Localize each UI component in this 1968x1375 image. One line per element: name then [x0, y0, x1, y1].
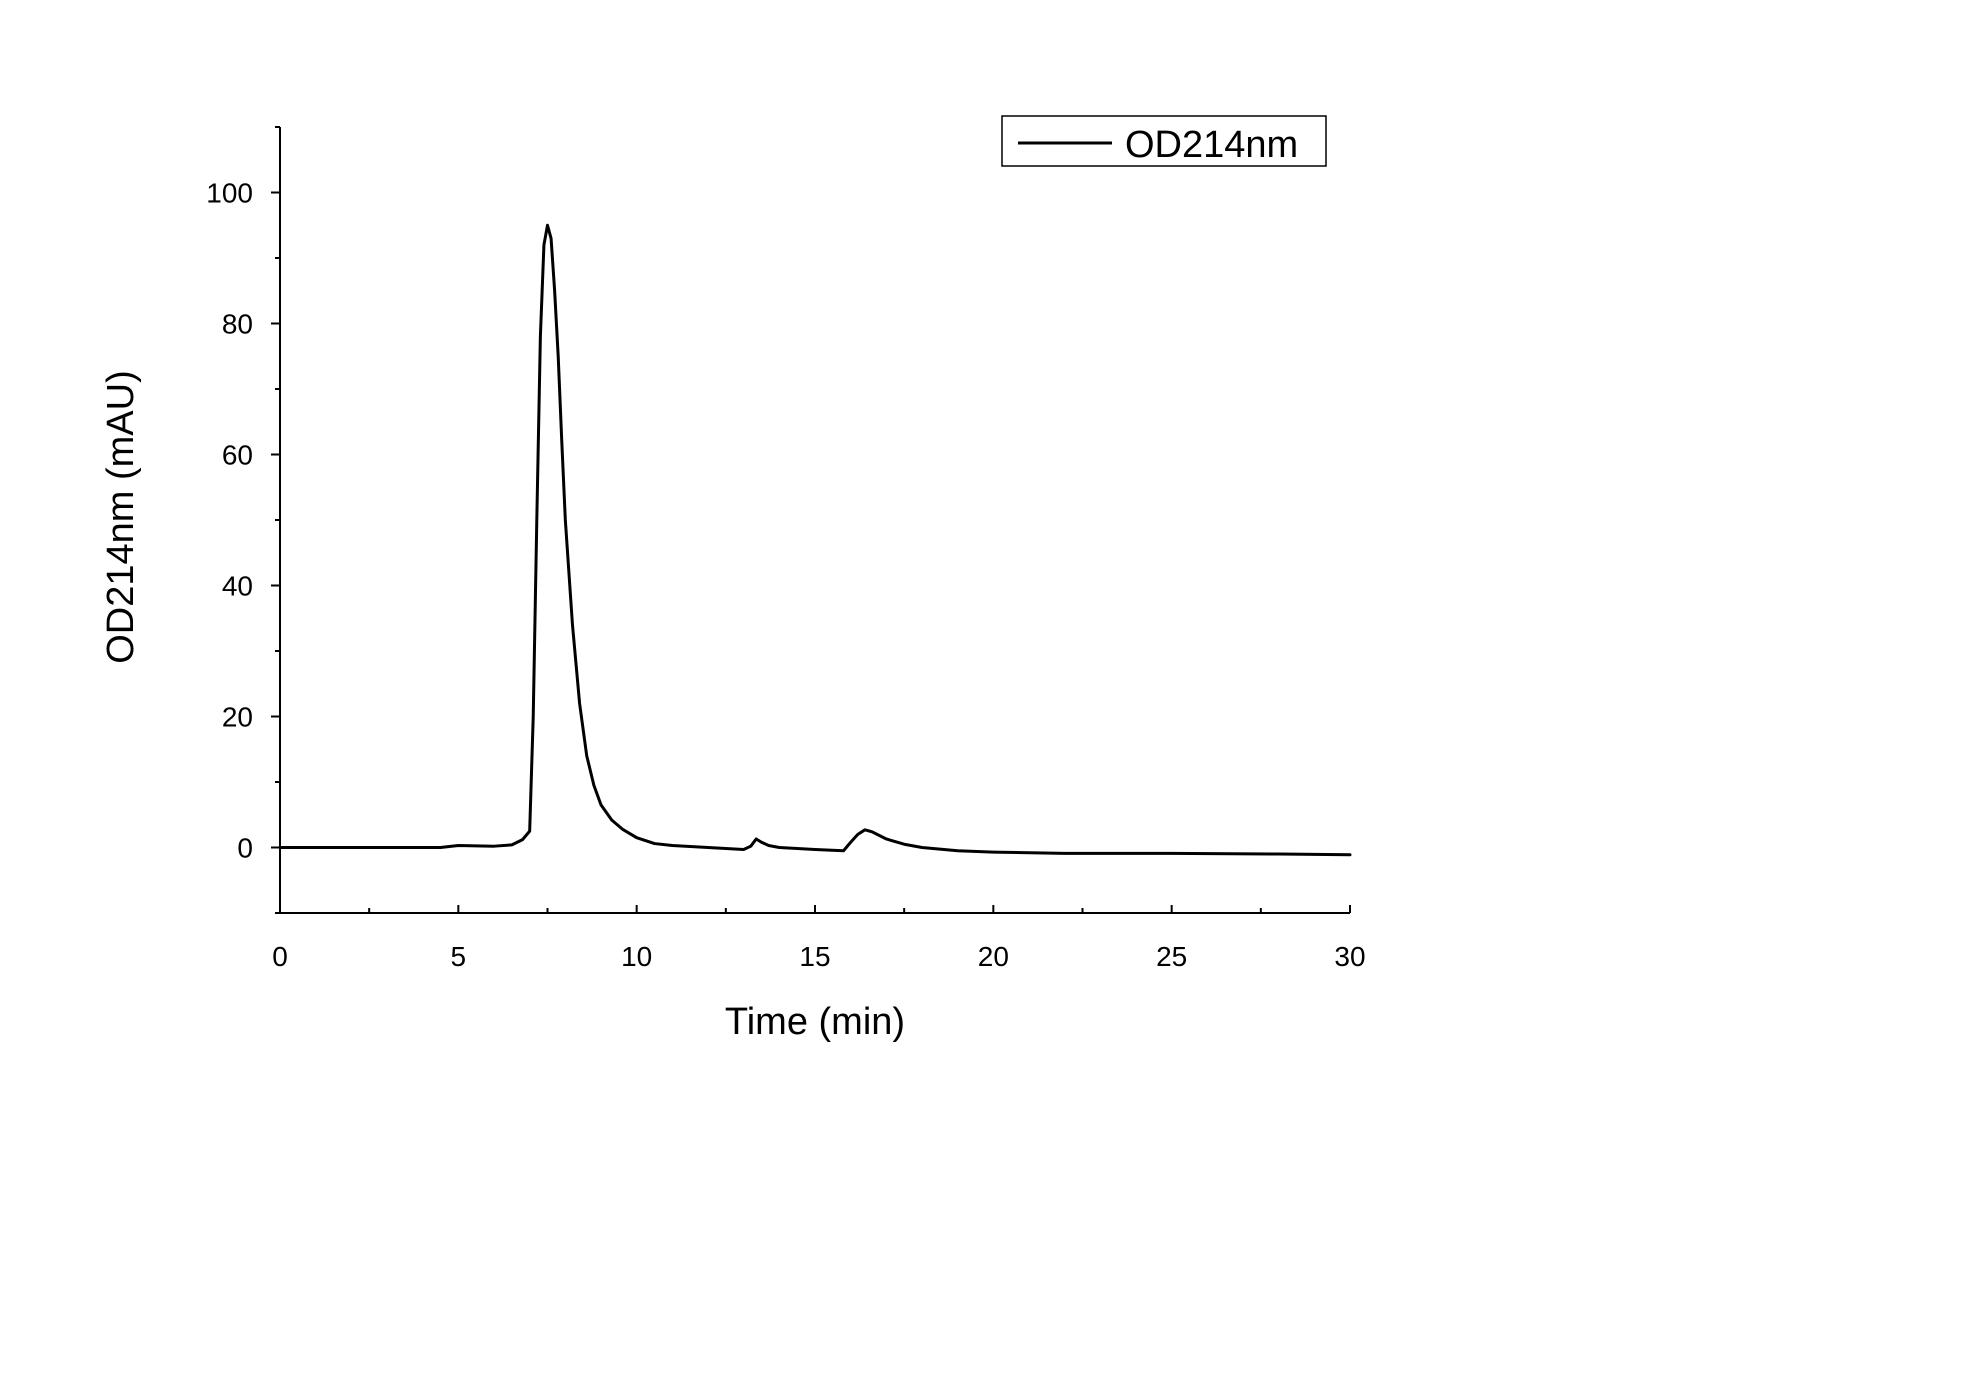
- series-line-od214nm: [278, 223, 1352, 857]
- y-axis-title: OD214nm (mAU): [100, 370, 142, 664]
- x-tick-label: 10: [621, 941, 652, 972]
- x-tick-label: 0: [272, 941, 288, 972]
- y-tick-label: 40: [222, 571, 253, 602]
- y-tick-label: 0: [237, 833, 253, 864]
- x-tick-label: 25: [1156, 941, 1187, 972]
- legend-box: [1001, 115, 1327, 167]
- legend-label: OD214nm: [1125, 124, 1298, 166]
- x-tick-label: 30: [1334, 941, 1365, 972]
- chart-svg: 0 5 10 15 20 25 30 0 20 40 60 80 100 Time (min) OD21…: [100, 115, 1366, 1043]
- y-tick-label: 20: [222, 702, 253, 733]
- x-tick-label: 20: [978, 941, 1009, 972]
- chart: 0 5 10 15 20 25 30 0 20 40 60 80 100 Time (min) OD21…: [100, 115, 1366, 1043]
- axes: 0 5 10 15 20 25 30 0 20 40 60 80 100: [206, 126, 1366, 972]
- y-tick-label: 80: [222, 309, 253, 340]
- y-tick-label: 60: [222, 440, 253, 471]
- x-tick-label: 15: [799, 941, 830, 972]
- legend: OD214nm: [1001, 115, 1327, 167]
- series-layer: [278, 223, 1352, 857]
- axis-labels: Time (min) OD214nm (mAU): [100, 370, 905, 1043]
- x-axis-title: Time (min): [725, 1001, 905, 1043]
- y-tick-label: 100: [206, 178, 253, 209]
- x-tick-label: 5: [451, 941, 467, 972]
